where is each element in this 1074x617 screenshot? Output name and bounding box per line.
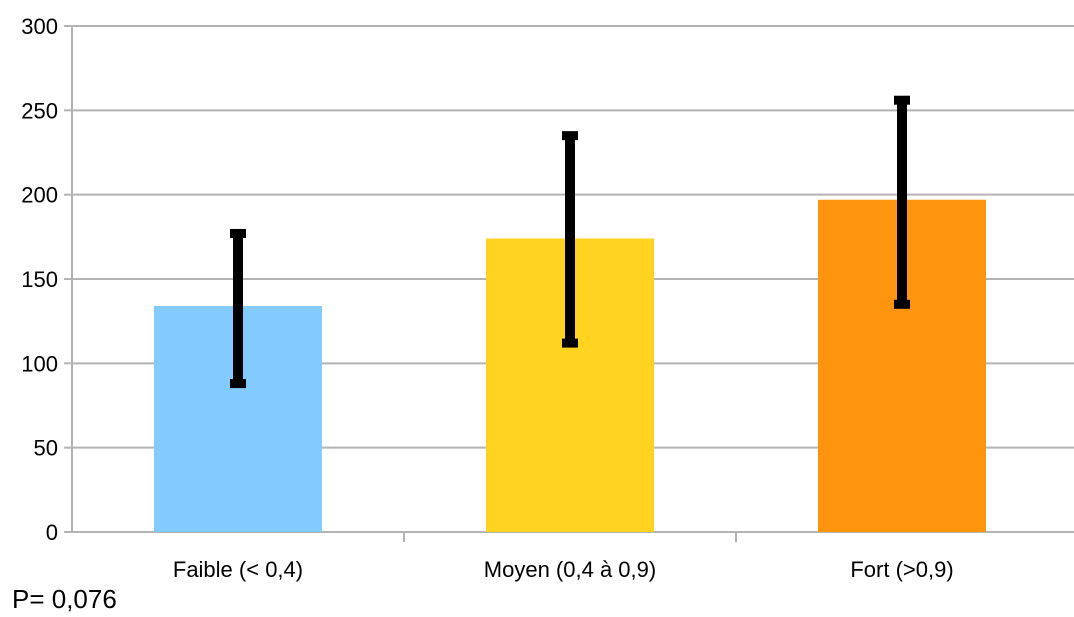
y-tick-label: 0 xyxy=(46,520,58,545)
error-bars xyxy=(230,95,910,389)
y-axis-tick-labels: 0 50 100 150 200 250 300 xyxy=(21,14,58,545)
y-tick-label: 100 xyxy=(21,351,58,376)
y-tick-label: 250 xyxy=(21,98,58,123)
error-bar xyxy=(562,131,578,348)
x-tick-label: Faible (< 0,4) xyxy=(173,557,303,582)
error-bar xyxy=(894,95,910,309)
x-tick-label: Moyen (0,4 à 0,9) xyxy=(484,557,656,582)
y-tick-label: 200 xyxy=(21,183,58,208)
p-value-annotation: P= 0,076 xyxy=(12,584,117,614)
error-bar xyxy=(230,228,246,389)
y-tick-label: 150 xyxy=(21,267,58,292)
y-tick-label: 50 xyxy=(34,436,58,461)
y-tick-label: 300 xyxy=(21,14,58,39)
x-axis-tick-labels: Faible (< 0,4) Moyen (0,4 à 0,9) Fort (>0,… xyxy=(173,557,954,582)
x-tick-label: Fort (>0,9) xyxy=(850,557,953,582)
